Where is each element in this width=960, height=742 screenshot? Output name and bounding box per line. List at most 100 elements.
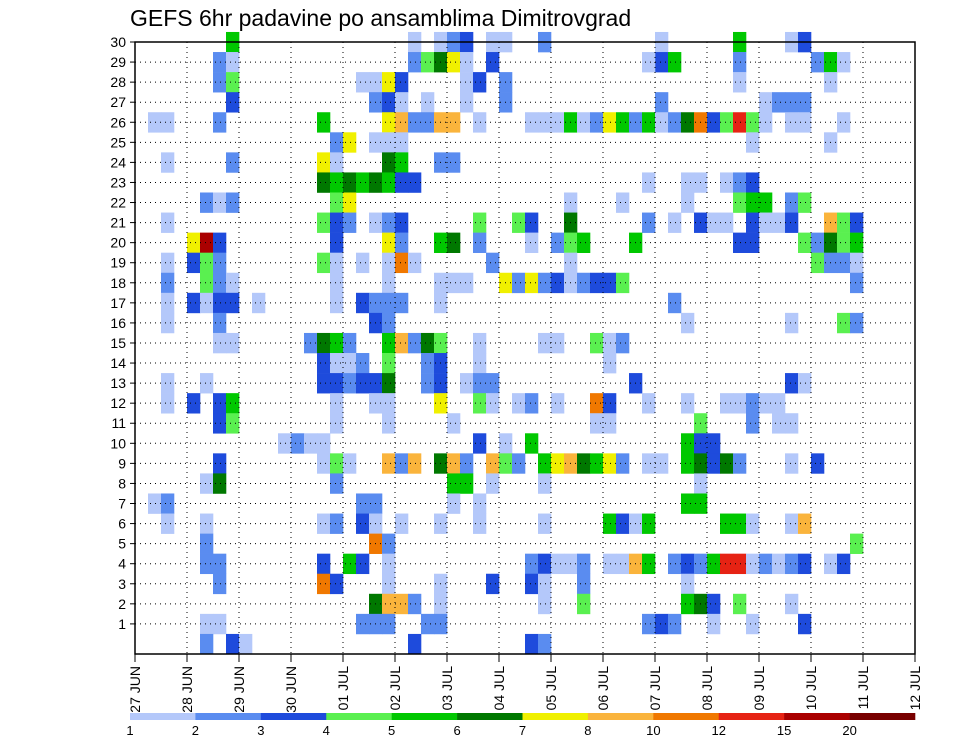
x-tick-label: 03 JUL [439,666,455,711]
heatmap-cell [785,112,799,133]
y-tick-label: 24 [110,154,126,170]
heatmap-cell [317,332,331,354]
heatmap-cell [382,292,396,314]
heatmap-cell [343,373,357,394]
heatmap-cell [785,453,799,474]
heatmap-cell [317,453,331,474]
legend-swatch [522,713,589,720]
y-tick-label: 20 [110,235,126,251]
heatmap-cell [226,633,240,655]
y-tick-label: 10 [110,435,126,451]
heatmap-cell [382,252,396,274]
heatmap-cell [850,252,864,274]
heatmap-cell [200,473,214,494]
heatmap-cell [746,553,760,575]
heatmap-cell [226,332,240,354]
x-tick-label: 06 JUL [595,666,611,711]
heatmap-cell [161,393,175,414]
heatmap-cell [837,52,851,73]
heatmap-cell [343,332,357,354]
heatmap-cell [733,513,747,534]
heatmap-cell [655,453,669,474]
heatmap-cell [382,92,396,113]
heatmap-cell [837,212,851,233]
heatmap-cell [655,112,669,133]
heatmap-cell [161,513,175,534]
heatmap-cell [473,232,487,253]
heatmap-cell [343,212,357,233]
heatmap-cell [226,52,240,73]
heatmap-cell [161,373,175,394]
y-tick-label: 8 [118,475,126,491]
heatmap-cell [746,613,760,635]
y-tick-label: 27 [110,94,126,110]
heatmap-cell [473,433,487,454]
x-tick-label: 09 JUL [751,666,767,711]
heatmap-cell [161,212,175,233]
heatmap-cell [616,112,630,133]
y-tick-label: 14 [110,355,126,371]
heatmap-cell [525,112,539,133]
heatmap-cell [551,453,565,474]
heatmap-cell [590,332,604,354]
heatmap-cell [343,192,357,213]
heatmap-cell [655,52,669,73]
heatmap-cell [408,593,422,615]
heatmap-cell [785,413,799,434]
heatmap-cell [798,112,812,133]
heatmap-cell [798,192,812,213]
x-tick-label: 05 JUL [543,666,559,711]
heatmap-cell [317,112,331,133]
heatmap-cell [551,112,565,133]
heatmap-cell [551,332,565,354]
heatmap-cell [356,72,370,93]
heatmap-cell [733,553,747,575]
heatmap-cell [668,292,682,314]
heatmap-cell [330,292,344,314]
y-tick-label: 28 [110,74,126,90]
heatmap-cell [161,112,175,133]
heatmap-cell [395,112,409,133]
y-tick-label: 26 [110,114,126,130]
heatmap-cell [733,453,747,474]
heatmap-cell [421,332,435,354]
heatmap-cell [538,332,552,354]
heatmap-cell [525,553,539,575]
heatmap-cell [395,593,409,615]
heatmap-cell [772,553,786,575]
heatmap-cell [213,192,227,213]
heatmap-cell [811,453,825,474]
heatmap-cell [187,393,201,414]
heatmap-cell [785,553,799,575]
heatmap-cell [707,433,721,454]
heatmap-cell [213,312,227,334]
heatmap-cell [226,413,240,434]
heatmap-cell [733,593,747,615]
heatmap-cell [720,453,734,474]
heatmap-cell [148,493,162,514]
heatmap-cell [798,92,812,113]
y-tick-label: 1 [118,616,126,632]
color-legend: 1 2 3 4 5 6 7 8 10 12 15 20 [126,713,916,738]
heatmap-cell [733,192,747,213]
heatmap-cell [213,112,227,133]
heatmap-cell [395,172,409,193]
legend-swatch [718,713,785,720]
heatmap-cell [486,373,500,394]
heatmap-cell [681,192,695,213]
y-tick-label: 16 [110,315,126,331]
heatmap-cell [317,252,331,274]
x-tick-label: 11 JUL [855,666,871,710]
heatmap-cell [148,112,162,133]
heatmap-cell [330,152,344,173]
heatmap-cell [239,633,253,655]
heatmap-cell [200,192,214,213]
heatmap-cell [421,112,435,133]
heatmap-cell [577,553,591,575]
y-tick-label: 30 [110,34,126,50]
heatmap-cell [746,192,760,213]
heatmap-cell [525,573,539,595]
heatmap-cell [343,132,357,153]
heatmap-cell [356,553,370,575]
